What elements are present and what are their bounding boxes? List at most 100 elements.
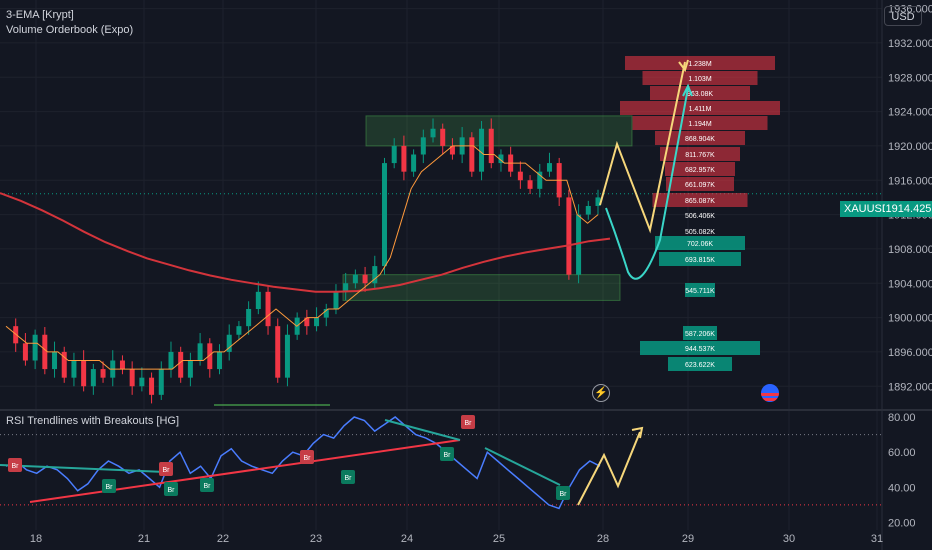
candle-body-36: [352, 274, 358, 284]
x-tick-5: 25: [493, 533, 505, 545]
ask-label-9: 865.087K: [685, 198, 715, 205]
candle-body-16: [158, 369, 164, 395]
candle-body-46: [449, 145, 455, 155]
price-tick-3: 1924.000: [888, 107, 932, 119]
bid-label-0: 702.06K: [687, 241, 713, 248]
candle-body-31: [304, 317, 310, 327]
price-tick-7: 1908.000: [888, 244, 932, 256]
candle-body-21: [207, 343, 213, 370]
x-tick-1: 21: [138, 533, 150, 545]
candle-body-10: [100, 369, 106, 378]
rsi-tick-1: 60.00: [888, 447, 916, 459]
bid-bar-5: [668, 357, 732, 371]
candle-body-41: [401, 145, 407, 172]
ema-fast-line: [5, 145, 599, 370]
projection-path-cyan: [605, 87, 689, 280]
ask-bar-1: [642, 71, 758, 85]
ask-label-2: 963.08K: [687, 91, 713, 98]
candle-body-34: [333, 291, 339, 309]
bid-bar-3: [683, 326, 717, 340]
ask-bar-7: [665, 162, 735, 176]
price-tick-10: 1896.000: [888, 347, 932, 359]
x-tick-3: 23: [310, 533, 322, 545]
supply-demand-zones: [214, 115, 633, 406]
candle-body-4: [42, 334, 48, 370]
bid-bar-0: [655, 236, 745, 250]
candle-body-6: [61, 351, 67, 378]
currency-button[interactable]: USD: [884, 6, 922, 26]
candle-body-18: [178, 351, 184, 378]
rsi-marker-label-2: Br: [163, 467, 171, 474]
x-tick-4: 24: [401, 533, 413, 545]
indicator-legend: 3-EMA [Krypt] Volume Orderbook (Expo): [6, 8, 133, 38]
mid-label-1: 505.082K: [685, 229, 715, 236]
rsi-marker-7: [440, 447, 454, 461]
candle-body-12: [119, 360, 125, 370]
x-tick-9: 31: [871, 533, 883, 545]
x-tick-2: 22: [217, 533, 229, 545]
ask-label-4: 1.194M: [688, 121, 712, 128]
rsi-marker-label-4: Br: [204, 483, 212, 490]
rsi-marker-label-5: Br: [304, 455, 312, 462]
rsi-trendline-green-3: [484, 447, 561, 486]
ask-bar-3: [620, 101, 780, 115]
rsi-pane-title[interactable]: RSI Trendlines with Breakouts [HG]: [6, 415, 180, 427]
mid-label-0: 506.406K: [685, 213, 715, 220]
candle-body-40: [391, 145, 397, 164]
rsi-tick-0: 80.00: [888, 412, 916, 424]
rsi-marker-1: [102, 479, 116, 493]
bid-label-5: 623.622K: [685, 362, 715, 369]
candle-body-35: [343, 283, 349, 292]
ask-bar-6: [660, 147, 740, 161]
rsi-trendline-red: [29, 439, 461, 503]
price-tick-4: 1920.000: [888, 141, 932, 153]
price-tick-2: 1928.000: [888, 72, 932, 84]
candle-body-54: [527, 180, 533, 189]
price-tick-8: 1904.000: [888, 278, 932, 290]
candle-body-55: [537, 171, 543, 189]
ask-bar-0: [625, 56, 775, 70]
ask-label-5: 868.904K: [685, 136, 715, 143]
ask-label-7: 682.957K: [685, 167, 715, 174]
bid-label-4: 944.537K: [685, 346, 715, 353]
indicator-orderbook-label[interactable]: Volume Orderbook (Expo): [6, 24, 134, 36]
candle-body-5: [52, 351, 58, 370]
projection-paths: [599, 59, 693, 280]
price-tick-1: 1932.000: [888, 38, 932, 50]
rsi-marker-label-3: Br: [168, 487, 176, 494]
indicator-ema-label[interactable]: 3-EMA [Krypt]: [6, 9, 74, 21]
candle-body-2: [22, 343, 28, 361]
rsi-tick-2: 40.00: [888, 482, 916, 494]
ema-lines: [0, 145, 611, 370]
us-flag-icon[interactable]: [761, 384, 779, 402]
rsi-marker-3: [164, 482, 178, 496]
projection-arrow-cyan: [682, 83, 693, 97]
lightning-icon[interactable]: ⚡: [592, 384, 610, 402]
rsi-marker-label-6: Br: [345, 475, 353, 482]
rsi-marker-0: [8, 458, 22, 472]
candle-body-8: [81, 360, 87, 387]
volume-orderbook: 1.238M 1.103M 963.08K 1.411M 1.194M 868.904K 8…: [620, 56, 780, 371]
candle-body-56: [546, 163, 552, 172]
last-price-label: 1914.425: [885, 201, 932, 217]
rsi-tick-3: 20.00: [888, 517, 916, 529]
candle-body-32: [314, 317, 320, 327]
ask-label-1: 1.103M: [688, 76, 712, 83]
candle-body-13: [129, 369, 135, 387]
ask-label-0: 1.238M: [688, 61, 712, 68]
rsi-marker-9: [556, 486, 570, 500]
price-tick-9: 1900.000: [888, 313, 932, 325]
zone-0: [365, 115, 633, 147]
candle-body-29: [284, 334, 290, 378]
candle-body-53: [517, 171, 523, 181]
ask-bar-2: [650, 86, 750, 100]
ask-label-8: 661.097K: [685, 182, 715, 189]
axes: 1936.0001932.0001928.0001924.0001920.000…: [30, 0, 932, 550]
ask-bar-4: [632, 116, 768, 130]
price-tick-11: 1892.000: [888, 381, 932, 393]
projection-arrow-yellow: [678, 59, 689, 73]
candle-body-48: [469, 137, 475, 172]
